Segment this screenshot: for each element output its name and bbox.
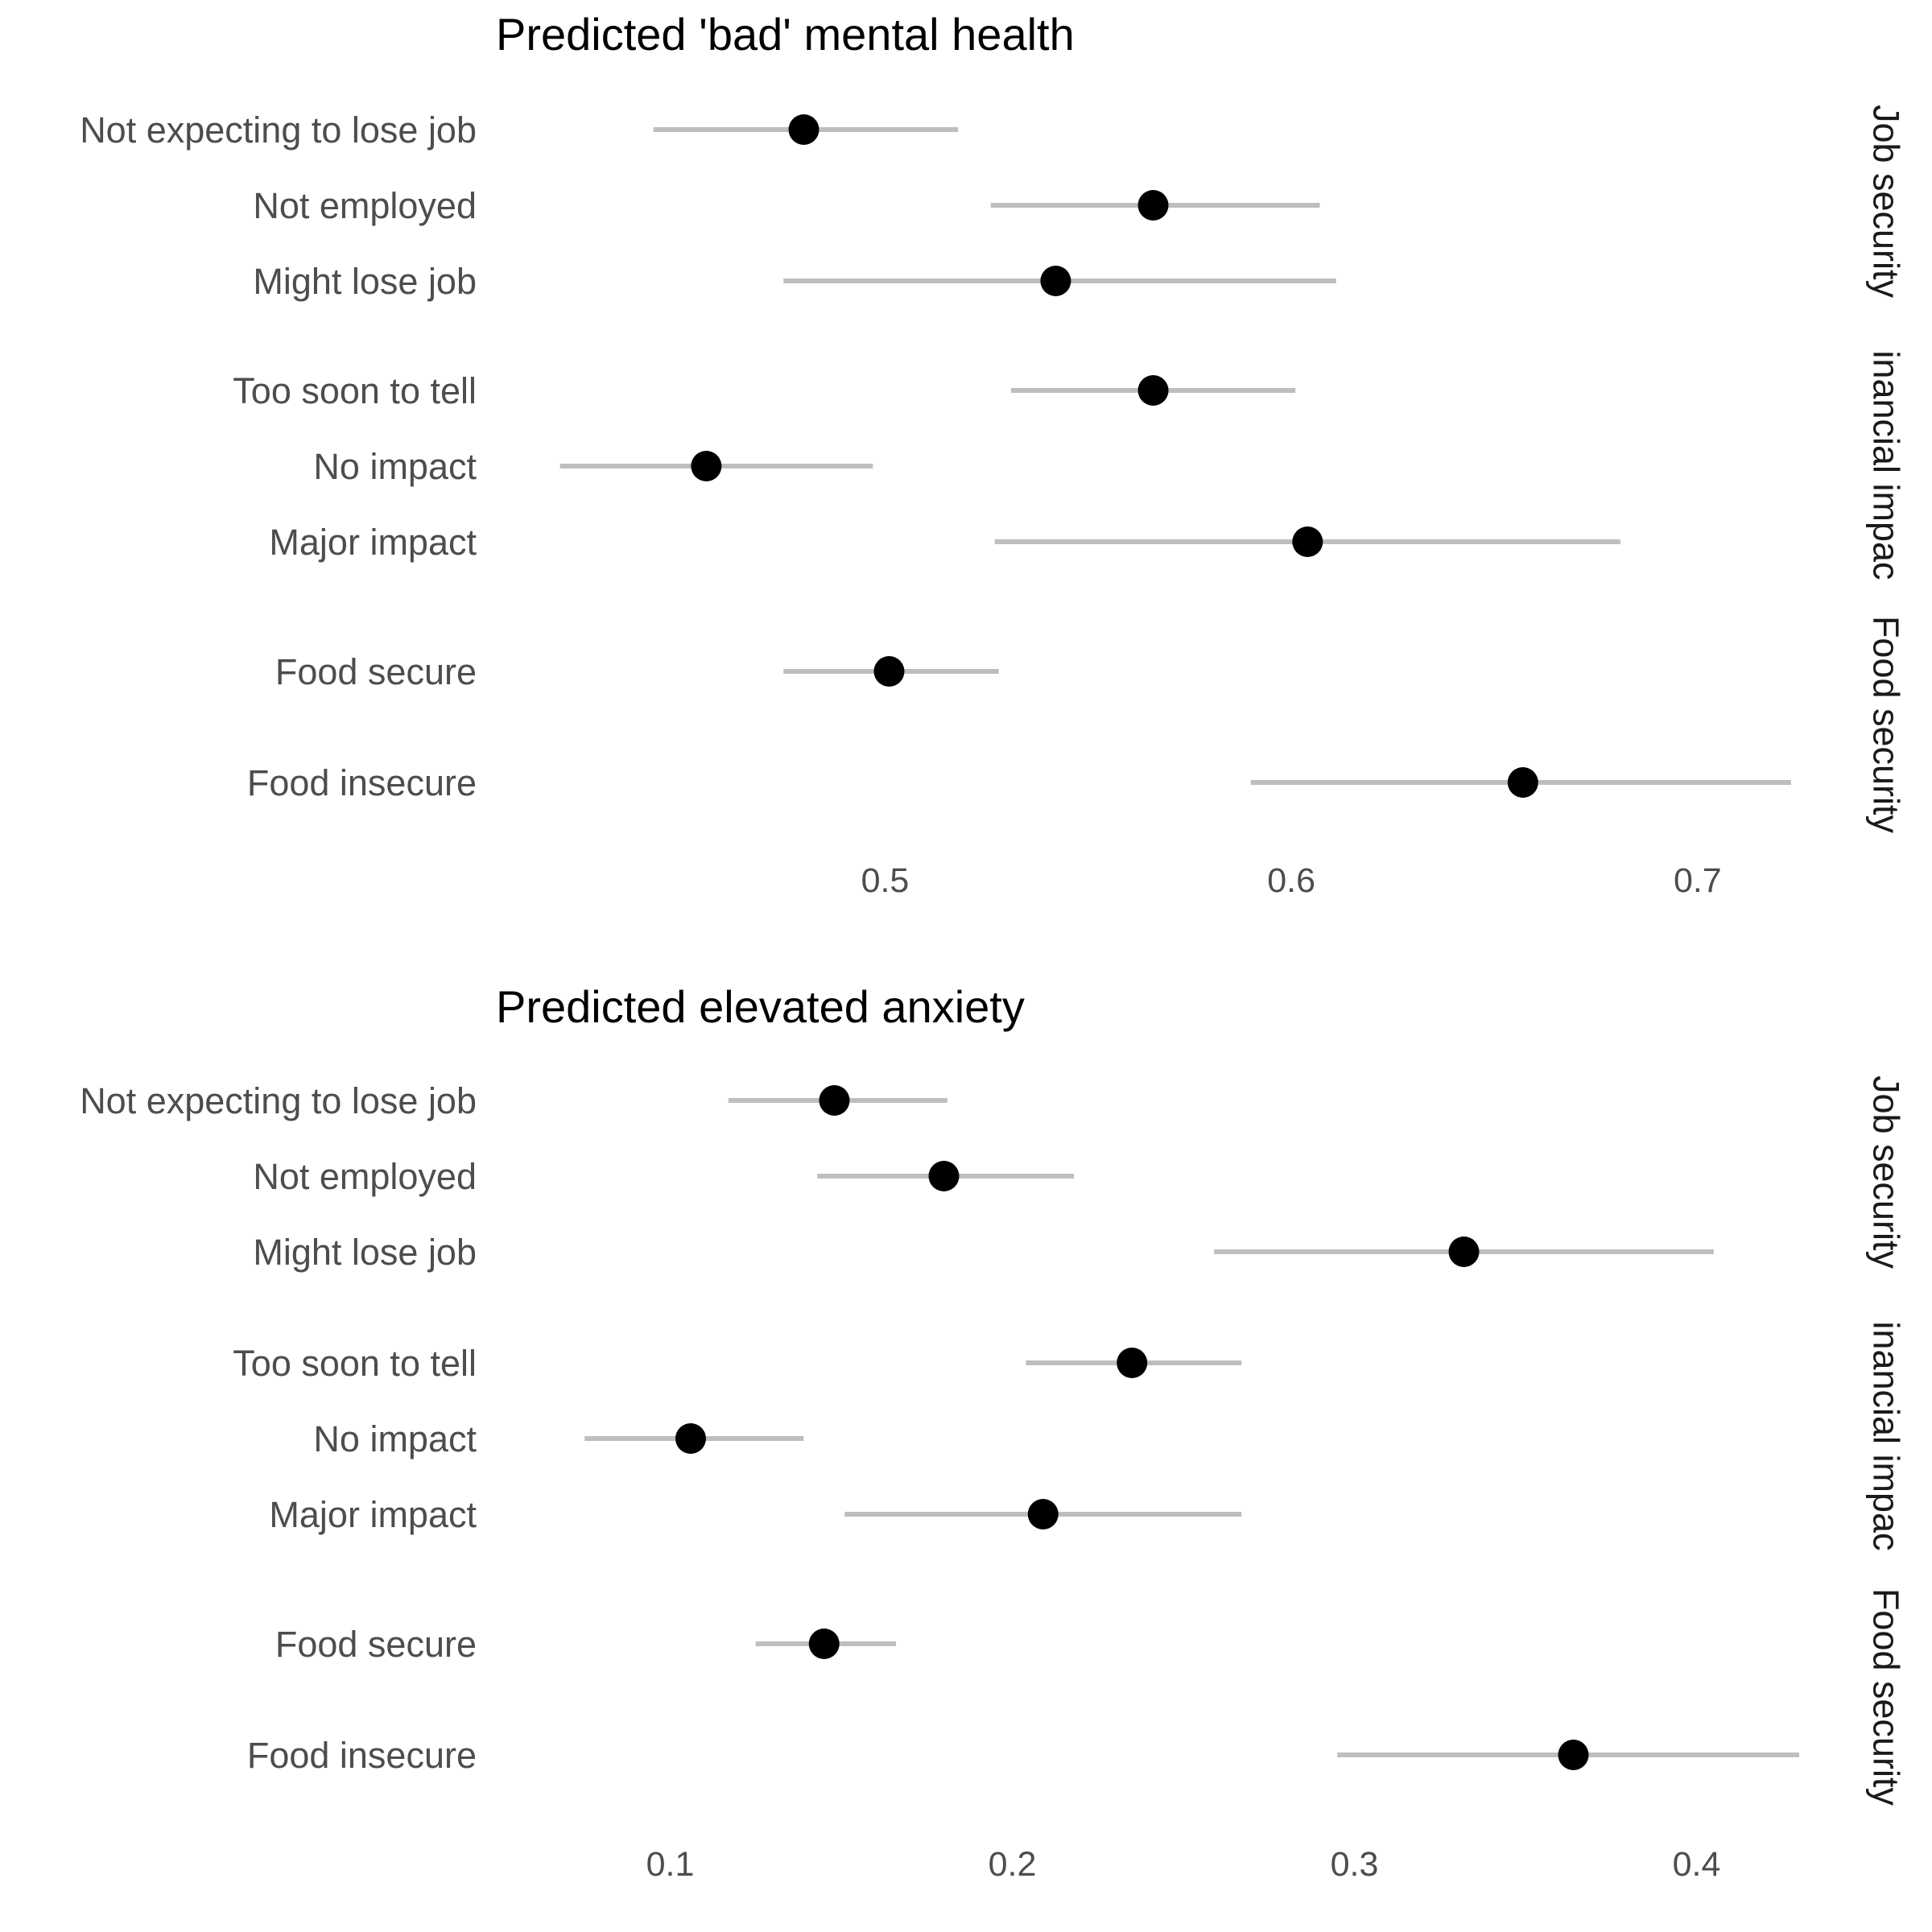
- category-label: Not employed: [253, 1156, 477, 1197]
- category-label: Food insecure: [247, 1735, 477, 1776]
- point-estimate: [928, 1161, 960, 1191]
- category-label: Not expecting to lose job: [80, 1080, 477, 1121]
- point-estimate: [873, 656, 905, 687]
- point-estimate: [808, 1629, 840, 1659]
- point-estimate: [675, 1423, 706, 1454]
- category-label: Food secure: [275, 651, 477, 692]
- category-label: No impact: [313, 446, 477, 487]
- facet-strip-label: Food security: [1866, 616, 1907, 834]
- facet-strip-label: Job security: [1866, 105, 1907, 299]
- point-estimate: [1448, 1236, 1480, 1267]
- category-label: Might lose job: [253, 1232, 477, 1273]
- facet-strip-label: inancial impac: [1866, 1321, 1907, 1550]
- chart-panel: Predicted elevated anxiety Not expecting …: [80, 981, 1906, 1884]
- x-tick-label: 0.4: [1673, 1845, 1721, 1884]
- category-label: Might lose job: [253, 261, 477, 302]
- point-estimate: [691, 451, 722, 481]
- category-label: No impact: [313, 1418, 477, 1459]
- category-label: Food secure: [275, 1624, 477, 1665]
- facet-strip-label: Job security: [1866, 1075, 1907, 1269]
- chart-panel: Predicted 'bad' mental health Not expecti…: [80, 9, 1906, 900]
- point-estimate: [1558, 1740, 1589, 1770]
- category-label: Too soon to tell: [233, 370, 477, 411]
- x-tick-label: 0.7: [1674, 861, 1722, 900]
- chart-title: Predicted elevated anxiety: [496, 981, 1025, 1032]
- category-label: Major impact: [269, 522, 477, 563]
- point-estimate: [1137, 375, 1169, 406]
- category-label: Not employed: [253, 185, 477, 226]
- point-estimate: [1117, 1348, 1148, 1378]
- chart-title: Predicted 'bad' mental health: [496, 9, 1075, 60]
- point-estimate: [1507, 767, 1538, 798]
- category-label: Too soon to tell: [233, 1343, 477, 1384]
- category-label: Major impact: [269, 1494, 477, 1535]
- x-tick-label: 0.5: [861, 861, 910, 900]
- x-tick-label: 0.6: [1267, 861, 1315, 900]
- point-estimate: [1137, 190, 1169, 221]
- point-estimate: [1040, 266, 1071, 296]
- x-tick-label: 0.2: [989, 1845, 1037, 1884]
- category-label: Food insecure: [247, 762, 477, 803]
- category-label: Not expecting to lose job: [80, 109, 477, 151]
- point-estimate: [819, 1085, 850, 1116]
- point-estimate: [788, 114, 819, 145]
- point-estimate: [1027, 1499, 1059, 1530]
- facet-strip-label: inancial impac: [1866, 350, 1907, 580]
- facet-strip-label: Food security: [1866, 1588, 1907, 1806]
- point-estimate: [1292, 526, 1323, 557]
- x-tick-label: 0.1: [646, 1845, 695, 1884]
- x-tick-label: 0.3: [1331, 1845, 1379, 1884]
